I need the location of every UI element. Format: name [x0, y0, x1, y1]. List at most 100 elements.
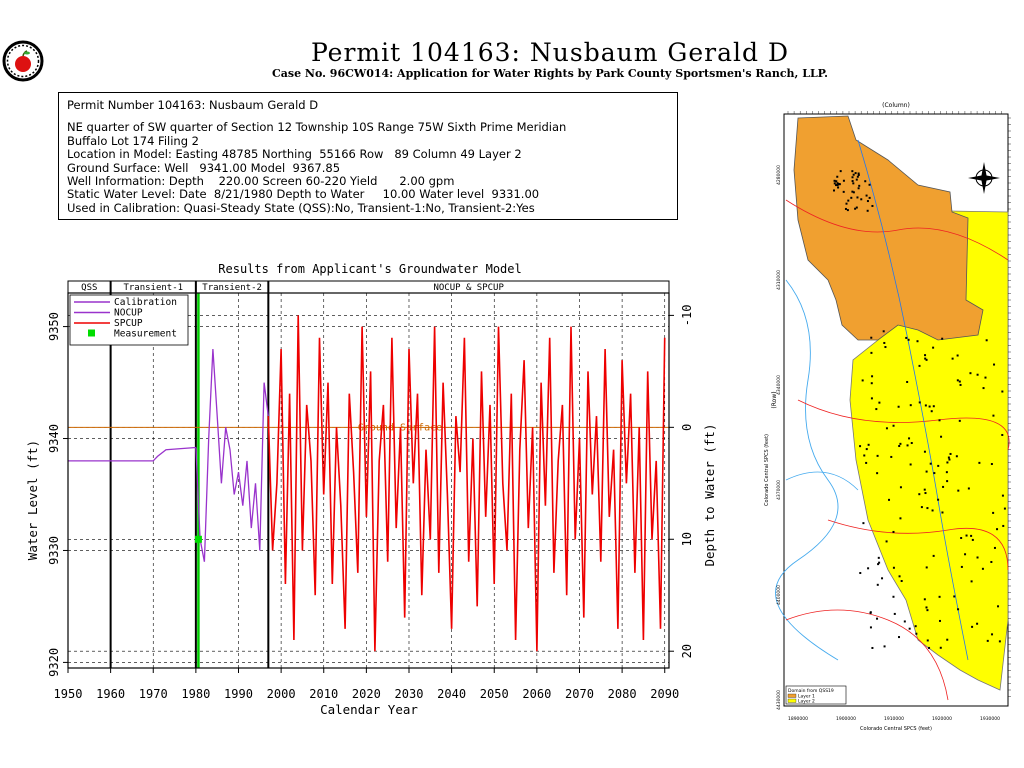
info-line-legal: NE quarter of SW quarter of Section 12 T…	[67, 120, 567, 135]
well-marker	[925, 470, 928, 473]
well-marker	[876, 617, 879, 620]
well-marker	[852, 173, 855, 176]
well-marker	[837, 183, 840, 186]
period-label: Transient-1	[123, 283, 183, 293]
well-marker	[864, 180, 867, 183]
well-marker	[868, 196, 871, 199]
well-marker	[1002, 524, 1005, 527]
north-arrow-icon	[968, 162, 1000, 194]
x-tick-label: 2050	[480, 687, 509, 701]
map-y-tick-label: 4280000	[776, 165, 782, 185]
y2-tick-label: 10	[680, 532, 694, 546]
well-marker	[908, 437, 911, 440]
x-tick-label: 2020	[352, 687, 381, 701]
well-marker	[878, 561, 881, 564]
map-x-tick-label: 1930000	[980, 716, 1000, 722]
well-marker	[898, 636, 901, 639]
well-marker	[866, 200, 869, 203]
well-marker	[854, 172, 857, 175]
well-marker	[856, 196, 859, 199]
well-marker	[846, 209, 849, 212]
well-marker	[868, 183, 871, 186]
well-marker	[870, 397, 873, 400]
well-marker	[938, 419, 941, 422]
map-y-tick-label: 4370000	[776, 480, 782, 500]
well-marker	[993, 363, 996, 366]
well-marker	[957, 608, 960, 611]
well-marker	[909, 463, 912, 466]
info-heading: Permit Number 104163: Nusbaum Gerald D	[67, 98, 319, 112]
map-y-tick-label: 4310000	[776, 270, 782, 290]
well-marker	[916, 340, 919, 343]
y-tick-label: 9320	[47, 648, 61, 677]
well-marker	[965, 534, 968, 537]
well-marker	[942, 485, 945, 488]
well-marker	[876, 583, 879, 586]
well-marker	[976, 556, 979, 559]
well-marker	[851, 170, 854, 173]
well-marker	[877, 563, 880, 566]
map-y-ticks: 4430000 4400000 4370000 4340000 4310000 42800…	[776, 165, 782, 710]
well-marker	[960, 565, 963, 568]
well-marker	[866, 209, 869, 212]
map-y-axis-label: Colorado Central SPCS (feet)	[764, 434, 770, 506]
well-marker	[924, 404, 927, 407]
measurement-point	[194, 535, 202, 543]
well-marker	[835, 184, 838, 187]
x-tick-label: 2080	[608, 687, 637, 701]
well-marker	[923, 488, 926, 491]
period-label: NOCUP & SPCUP	[433, 283, 504, 293]
well-marker	[878, 401, 881, 404]
grid-lines	[67, 293, 669, 668]
well-marker	[857, 173, 860, 176]
well-marker	[870, 382, 873, 385]
well-marker	[946, 638, 949, 641]
well-marker	[964, 553, 967, 556]
permit-info-box: Permit Number 104163: Nusbaum Gerald D N…	[58, 92, 678, 220]
well-marker	[978, 461, 981, 464]
x-tick-label: 2040	[437, 687, 466, 701]
well-marker	[925, 358, 928, 361]
well-marker	[924, 492, 927, 495]
well-marker	[906, 380, 909, 383]
map-column-ruler	[787, 111, 1011, 697]
series-nocup	[195, 348, 269, 562]
well-marker	[984, 376, 987, 379]
info-line-static: Static Water Level: Date 8/21/1980 Depth…	[67, 187, 540, 202]
well-marker	[1001, 390, 1004, 393]
map-x-tick-label: 1890000	[788, 716, 808, 722]
well-marker	[888, 498, 891, 501]
well-marker	[855, 206, 858, 209]
well-marker	[956, 379, 959, 382]
well-marker	[949, 452, 952, 455]
well-marker	[892, 424, 895, 427]
well-marker	[859, 572, 862, 575]
well-marker	[990, 560, 993, 563]
well-marker	[941, 511, 944, 514]
x-axis-label: Calendar Year	[320, 702, 418, 717]
model-domain-map: (Column) (Row) Colorado Central SPCS (fe…	[764, 102, 1011, 732]
logo	[2, 40, 44, 82]
legend-entry: Measurement	[114, 329, 177, 340]
well-marker	[845, 202, 848, 205]
well-markers	[833, 170, 1006, 649]
well-marker	[993, 546, 996, 549]
period-label: Transient-2	[202, 283, 262, 293]
page-title: Permit 104163: Nusbaum Gerald D	[310, 38, 790, 67]
well-marker	[892, 566, 895, 569]
well-marker	[857, 187, 860, 190]
well-marker	[951, 357, 954, 360]
map-x-tick-label: 1920000	[932, 716, 952, 722]
info-line-well: Well Information: Depth 220.00 Screen 60…	[67, 174, 455, 189]
well-marker	[1001, 433, 1004, 436]
well-marker	[930, 410, 933, 413]
y2-tick-label: -10	[680, 305, 694, 327]
x-tick-label: 2090	[650, 687, 679, 701]
well-marker	[909, 404, 912, 407]
map-top-label: (Column)	[882, 102, 910, 109]
well-marker	[861, 379, 864, 382]
x-tick-label: 1960	[96, 687, 125, 701]
well-marker	[918, 493, 921, 496]
well-marker	[971, 625, 974, 628]
